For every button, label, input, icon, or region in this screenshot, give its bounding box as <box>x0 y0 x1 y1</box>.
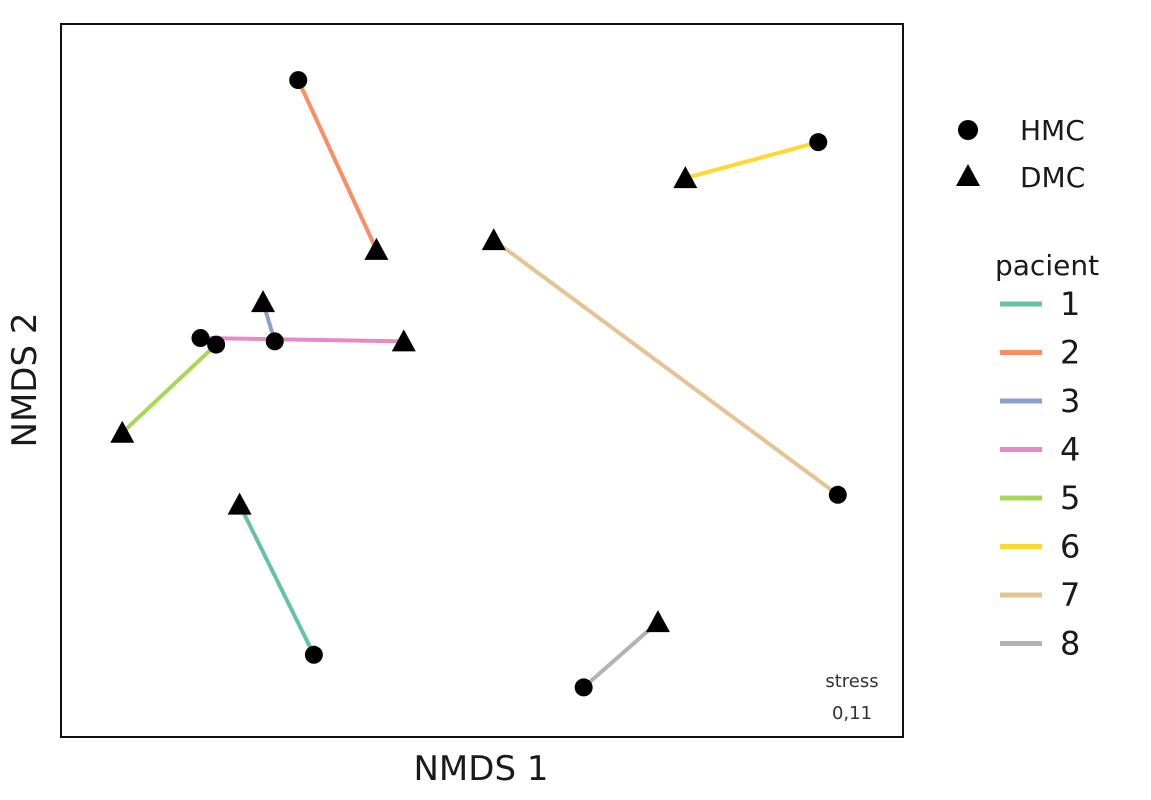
y-axis-title: NMDS 2 <box>5 313 45 448</box>
legend-label-pacient-8: 8 <box>1060 625 1080 663</box>
legend-hmc-label: HMC <box>1020 114 1085 147</box>
point-hmc-pacient-2 <box>289 71 308 90</box>
segment-pacient-5 <box>120 342 219 435</box>
point-hmc-pacient-5 <box>207 335 226 354</box>
point-hmc-pacient-7 <box>828 485 847 504</box>
legend-label-pacient-2: 2 <box>1060 334 1080 372</box>
legend-title: pacient <box>995 249 1099 282</box>
legend-label-pacient-6: 6 <box>1060 528 1080 566</box>
stress-value: 0,11 <box>832 703 872 724</box>
x-axis-title: NMDS 1 <box>414 749 549 789</box>
plot-frame <box>60 23 904 738</box>
segment-pacient-6 <box>683 140 821 181</box>
legend-label-pacient-5: 5 <box>1060 479 1080 517</box>
point-dmc-pacient-8 <box>645 610 670 633</box>
segment-pacient-8 <box>581 620 660 690</box>
legend-label-pacient-4: 4 <box>1060 431 1080 469</box>
point-dmc-pacient-2 <box>364 237 389 260</box>
point-dmc-pacient-5 <box>110 420 135 443</box>
point-dmc-pacient-7 <box>481 228 506 251</box>
point-dmc-pacient-4 <box>391 329 416 352</box>
segment-pacient-4 <box>198 336 406 344</box>
stress-label: stress <box>825 671 878 692</box>
segment-pacient-2 <box>296 78 379 252</box>
point-dmc-pacient-1 <box>227 492 252 515</box>
legend-label-pacient-3: 3 <box>1060 382 1080 420</box>
legend-hmc-marker <box>958 120 978 140</box>
segment-pacient-1 <box>237 502 316 657</box>
point-hmc-pacient-1 <box>304 645 323 664</box>
legend-label-pacient-1: 1 <box>1060 285 1080 323</box>
point-dmc-pacient-6 <box>673 166 698 189</box>
point-hmc-pacient-4 <box>191 329 210 348</box>
segment-pacient-7 <box>491 238 840 497</box>
legend-shape: HMC DMC <box>956 114 1085 194</box>
legend-dmc-label: DMC <box>1020 161 1085 194</box>
point-hmc-pacient-6 <box>809 133 828 152</box>
point-hmc-pacient-8 <box>574 678 593 697</box>
point-dmc-pacient-3 <box>251 290 276 313</box>
legend-label-pacient-7: 7 <box>1060 576 1080 614</box>
point-hmc-pacient-3 <box>265 332 284 351</box>
legend-pacient: 1 2 3 4 5 6 7 8 <box>1000 285 1080 663</box>
plot-layer <box>110 71 847 697</box>
legend-dmc-marker <box>956 164 980 186</box>
